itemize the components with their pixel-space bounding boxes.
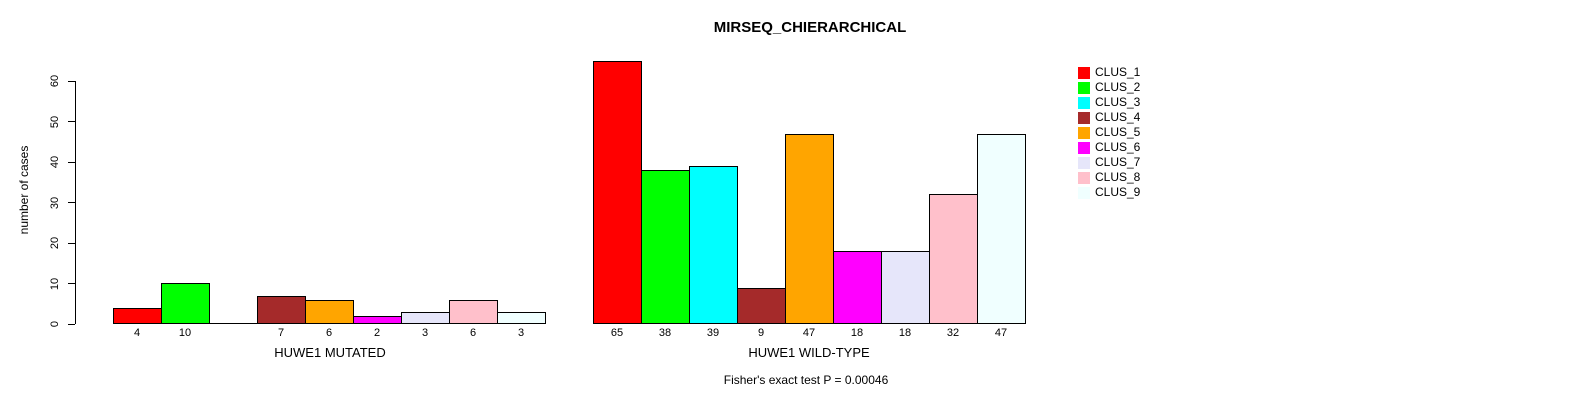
legend-label: CLUS_1 bbox=[1095, 65, 1141, 79]
bar-value-clus_3: 39 bbox=[706, 327, 720, 339]
bar-clus_5 bbox=[305, 300, 354, 324]
y-tick bbox=[68, 323, 75, 325]
bar-value-clus_5: 6 bbox=[325, 327, 333, 339]
legend-swatch-clus_8 bbox=[1078, 171, 1090, 184]
legend-swatch-clus_9 bbox=[1078, 186, 1090, 199]
fisher-test-annotation: Fisher's exact test P = 0.00046 bbox=[723, 373, 889, 387]
legend-item-clus_1: CLUS_1 bbox=[1078, 65, 1140, 80]
bar-value-clus_2: 10 bbox=[178, 327, 192, 339]
bar-value-clus_1: 4 bbox=[133, 327, 141, 339]
bar-value-clus_4: 7 bbox=[277, 327, 285, 339]
y-axis-line bbox=[75, 81, 76, 324]
legend-item-clus_3: CLUS_3 bbox=[1078, 95, 1140, 110]
legend-item-clus_4: CLUS_4 bbox=[1078, 110, 1140, 125]
legend-swatch-clus_5 bbox=[1078, 126, 1090, 139]
bar-value-clus_8: 6 bbox=[469, 327, 477, 339]
legend-label: CLUS_2 bbox=[1095, 80, 1141, 94]
legend-item-clus_8: CLUS_8 bbox=[1078, 170, 1140, 185]
legend-swatch-clus_4 bbox=[1078, 111, 1090, 124]
bar-clus_9 bbox=[497, 312, 546, 324]
legend-swatch-clus_2 bbox=[1078, 81, 1090, 94]
bar-clus_2 bbox=[161, 283, 210, 324]
bar-value-clus_4: 9 bbox=[757, 327, 765, 339]
y-tick bbox=[68, 242, 75, 244]
bar-clus_9 bbox=[977, 134, 1026, 324]
legend-label: CLUS_4 bbox=[1095, 110, 1141, 124]
x-axis-label-mutated: HUWE1 MUTATED bbox=[274, 345, 386, 360]
y-tick bbox=[68, 161, 75, 163]
bar-value-clus_1: 65 bbox=[610, 327, 624, 339]
bar-clus_2 bbox=[641, 170, 690, 324]
bar-value-clus_9: 3 bbox=[517, 327, 525, 339]
bar-clus_1 bbox=[593, 61, 642, 324]
bar-value-clus_6: 18 bbox=[850, 327, 864, 339]
bar-clus_7 bbox=[881, 251, 930, 324]
bar-clus_4 bbox=[737, 288, 786, 324]
bar-clus_8 bbox=[449, 300, 498, 324]
legend-item-clus_5: CLUS_5 bbox=[1078, 125, 1140, 140]
bar-clus_3 bbox=[209, 323, 258, 324]
legend-label: CLUS_9 bbox=[1095, 185, 1141, 199]
legend-label: CLUS_8 bbox=[1095, 170, 1141, 184]
legend-item-clus_7: CLUS_7 bbox=[1078, 155, 1140, 170]
y-tick bbox=[68, 283, 75, 284]
bar-value-clus_8: 32 bbox=[946, 327, 960, 339]
legend: CLUS_1 CLUS_2 CLUS_3 CLUS_4 CLUS_5 CLUS_6 CLUS… bbox=[1078, 65, 1140, 200]
legend-swatch-clus_7 bbox=[1078, 156, 1090, 169]
y-tick bbox=[68, 80, 75, 82]
legend-label: CLUS_5 bbox=[1095, 125, 1141, 139]
legend-label: CLUS_3 bbox=[1095, 95, 1141, 109]
bar-value-clus_5: 47 bbox=[802, 327, 816, 339]
y-tick bbox=[68, 121, 75, 122]
bar-value-clus_9: 47 bbox=[994, 327, 1008, 339]
legend-label: CLUS_7 bbox=[1095, 155, 1141, 169]
bar-clus_6 bbox=[833, 251, 882, 324]
legend-swatch-clus_1 bbox=[1078, 66, 1090, 79]
legend-swatch-clus_3 bbox=[1078, 96, 1090, 109]
bar-value-clus_2: 38 bbox=[658, 327, 672, 339]
legend-item-clus_2: CLUS_2 bbox=[1078, 80, 1140, 95]
legend-item-clus_9: CLUS_9 bbox=[1078, 185, 1140, 200]
legend-item-clus_6: CLUS_6 bbox=[1078, 140, 1140, 155]
chart-title: MIRSEQ_CHIERARCHICAL bbox=[713, 19, 907, 36]
legend-swatch-clus_6 bbox=[1078, 141, 1090, 154]
x-axis-label-wildtype: HUWE1 WILD-TYPE bbox=[748, 345, 870, 360]
bar-clus_8 bbox=[929, 194, 978, 324]
bar-clus_3 bbox=[689, 166, 738, 324]
bar-value-clus_7: 3 bbox=[421, 327, 429, 339]
bar-value-clus_7: 18 bbox=[898, 327, 912, 339]
bar-clus_5 bbox=[785, 134, 834, 324]
legend-label: CLUS_6 bbox=[1095, 140, 1141, 154]
y-tick bbox=[68, 202, 75, 203]
bar-value-clus_6: 2 bbox=[373, 327, 381, 339]
